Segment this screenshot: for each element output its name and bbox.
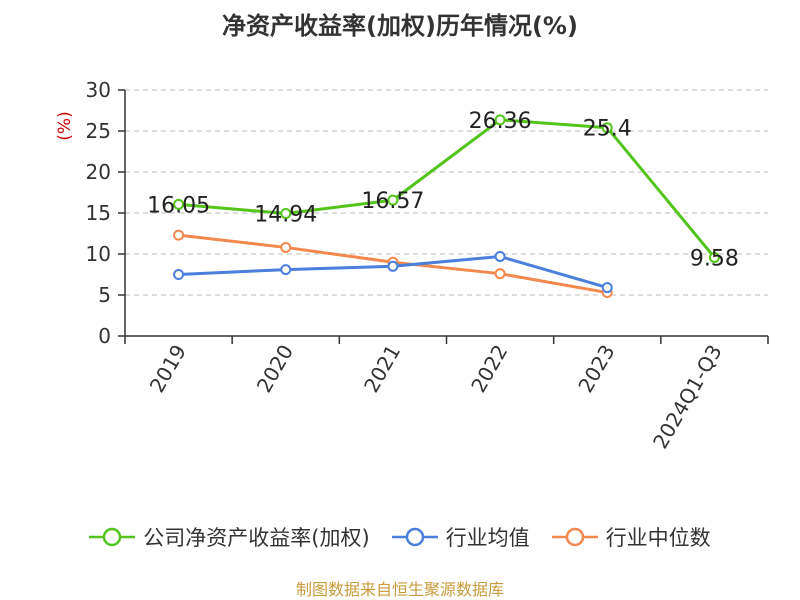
- data-point: [494, 250, 506, 262]
- data-label: 25.4: [583, 117, 632, 142]
- data-point: [173, 229, 185, 241]
- data-point: [280, 241, 292, 253]
- y-tick-label: 5: [98, 283, 111, 307]
- data-point: [601, 282, 613, 294]
- x-tick-label: 2021: [359, 341, 405, 397]
- data-point: [173, 269, 185, 280]
- data-point: [280, 207, 292, 219]
- x-tick-label: 2020: [252, 341, 298, 397]
- data-label: 9.58: [690, 246, 739, 271]
- line-chart: 0 5 10 15 20 25 30 (%) 2019 2020 2021 2022 2023 2024Q…: [55, 78, 769, 453]
- y-tick-label: 30: [86, 78, 111, 102]
- data-point: [387, 260, 399, 272]
- data-point: [601, 122, 613, 134]
- data-label: 26.36: [469, 109, 532, 134]
- legend-marker-icon: [391, 527, 438, 547]
- data-label: 16.57: [361, 189, 424, 214]
- chart-legend: 公司净资产收益率(加权) 行业均值 行业中位数: [0, 520, 800, 554]
- legend-item-industry-median[interactable]: 行业中位数: [551, 522, 711, 552]
- chart-title: 净资产收益率(加权)历年情况(%): [222, 12, 578, 40]
- x-tick-label: 2024Q1-Q3: [648, 341, 727, 453]
- data-source-note: 制图数据来自恒生聚源数据库: [295, 580, 504, 599]
- data-point: [387, 194, 399, 206]
- y-tick-label: 10: [86, 242, 111, 266]
- y-tick-label: 25: [86, 119, 111, 143]
- y-tick-label: 20: [86, 160, 111, 184]
- y-tick-label: 0: [98, 324, 111, 348]
- data-point: [708, 251, 720, 263]
- legend-item-industry-mean[interactable]: 行业均值: [391, 522, 530, 552]
- data-label: 14.94: [254, 202, 317, 227]
- legend-marker-icon: [551, 527, 598, 547]
- x-tick-label: 2023: [573, 341, 619, 397]
- legend-item-company-roe[interactable]: 公司净资产收益率(加权): [89, 522, 370, 552]
- data-point: [280, 264, 292, 276]
- data-point: [494, 268, 506, 280]
- y-axis-label: (%): [55, 111, 75, 140]
- series-line: [178, 118, 716, 259]
- legend-label: 行业中位数: [605, 526, 711, 550]
- legend-label: 公司净资产收益率(加权): [143, 526, 370, 550]
- x-tick-label: 2022: [466, 341, 512, 397]
- data-point: [494, 114, 506, 126]
- legend-marker-icon: [89, 527, 136, 547]
- data-point: [173, 198, 185, 210]
- y-tick-label: 15: [86, 201, 111, 225]
- x-tick-label: 2019: [145, 341, 191, 397]
- legend-label: 行业均值: [445, 526, 530, 550]
- data-label: 16.05: [147, 193, 210, 218]
